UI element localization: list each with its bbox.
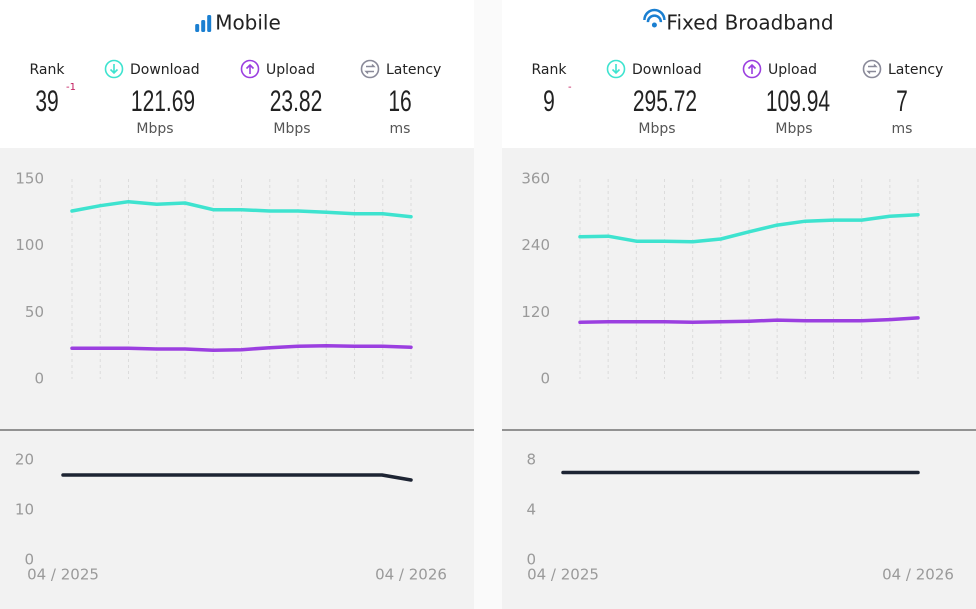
panel-title: Fixed Broadband (666, 11, 833, 35)
y-tick-label: 4 (526, 501, 536, 519)
y-tick-label: 8 (526, 451, 536, 469)
series-line (61, 473, 413, 482)
metric-icon (245, 63, 255, 74)
metric-icon (747, 63, 757, 74)
metric-value: 121.69 (131, 85, 195, 117)
metric-label: Latency (888, 62, 943, 78)
y-tick-label: 150 (15, 170, 44, 188)
signal-icon (207, 15, 212, 32)
metric-icon (606, 59, 626, 79)
y-tick-label: 360 (521, 170, 550, 188)
y-tick-label: 50 (25, 303, 44, 321)
rank-change: -1 (66, 82, 76, 93)
metric-icon (104, 59, 124, 79)
wifi-icon (643, 8, 666, 21)
signal-icon (201, 20, 206, 32)
metric-unit: Mbps (273, 121, 310, 137)
rank-value: 9 (543, 85, 555, 117)
wifi-icon (651, 22, 657, 28)
y-tick-label: 10 (15, 501, 34, 519)
series-line (578, 316, 920, 325)
metric-unit: ms (390, 121, 411, 137)
metric-label: Download (130, 62, 200, 78)
metric-label: Download (632, 62, 702, 78)
rank-label: Rank (532, 62, 568, 78)
metric-icon (364, 64, 376, 74)
metric-value: 295.72 (633, 85, 697, 117)
x-tick-label: 04 / 2025 (27, 566, 99, 584)
metric-icon (240, 59, 260, 79)
metric-label: Upload (266, 62, 315, 78)
series-line (70, 199, 413, 219)
y-tick-label: 0 (24, 551, 34, 569)
metric-label: Latency (386, 62, 441, 78)
y-tick-label: 0 (540, 370, 550, 388)
metric-unit: Mbps (775, 121, 812, 137)
metric-icon (742, 59, 762, 79)
chart-background (502, 148, 976, 609)
metric-icon (611, 64, 621, 75)
y-tick-label: 240 (521, 236, 550, 254)
metric-icon (109, 64, 119, 75)
metric-unit: Mbps (638, 121, 675, 137)
y-tick-label: 0 (526, 551, 536, 569)
metric-icon (862, 59, 882, 79)
metric-label: Upload (768, 62, 817, 78)
series-line (578, 212, 920, 244)
y-tick-label: 20 (15, 451, 34, 469)
rank-label: Rank (30, 62, 66, 78)
y-tick-label: 0 (34, 370, 44, 388)
y-tick-label: 120 (521, 303, 550, 321)
rank-value: 39 (35, 85, 58, 117)
panel-title: Mobile (215, 11, 281, 35)
x-tick-label: 04 / 2025 (527, 566, 599, 584)
metric-value: 7 (896, 85, 908, 117)
metric-value: 16 (388, 85, 411, 117)
chart-background (0, 148, 474, 609)
metric-icon (360, 59, 380, 79)
metric-value: 23.82 (270, 85, 323, 117)
rank-change: - (568, 82, 572, 93)
metric-unit: Mbps (136, 121, 173, 137)
metric-unit: ms (892, 121, 913, 137)
y-tick-label: 100 (15, 236, 44, 254)
x-tick-label: 04 / 2026 (882, 566, 954, 584)
signal-icon (195, 24, 200, 32)
panel-gap (474, 0, 502, 609)
metric-value: 109.94 (766, 85, 830, 117)
metric-icon (866, 64, 878, 74)
wifi-icon (646, 14, 663, 23)
series-line (70, 343, 413, 353)
x-tick-label: 04 / 2026 (375, 566, 447, 584)
